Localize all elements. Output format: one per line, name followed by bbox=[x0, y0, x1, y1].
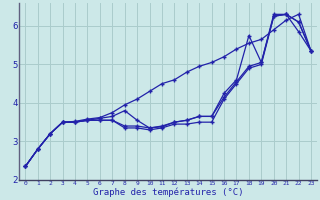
X-axis label: Graphe des températures (°C): Graphe des températures (°C) bbox=[93, 188, 244, 197]
